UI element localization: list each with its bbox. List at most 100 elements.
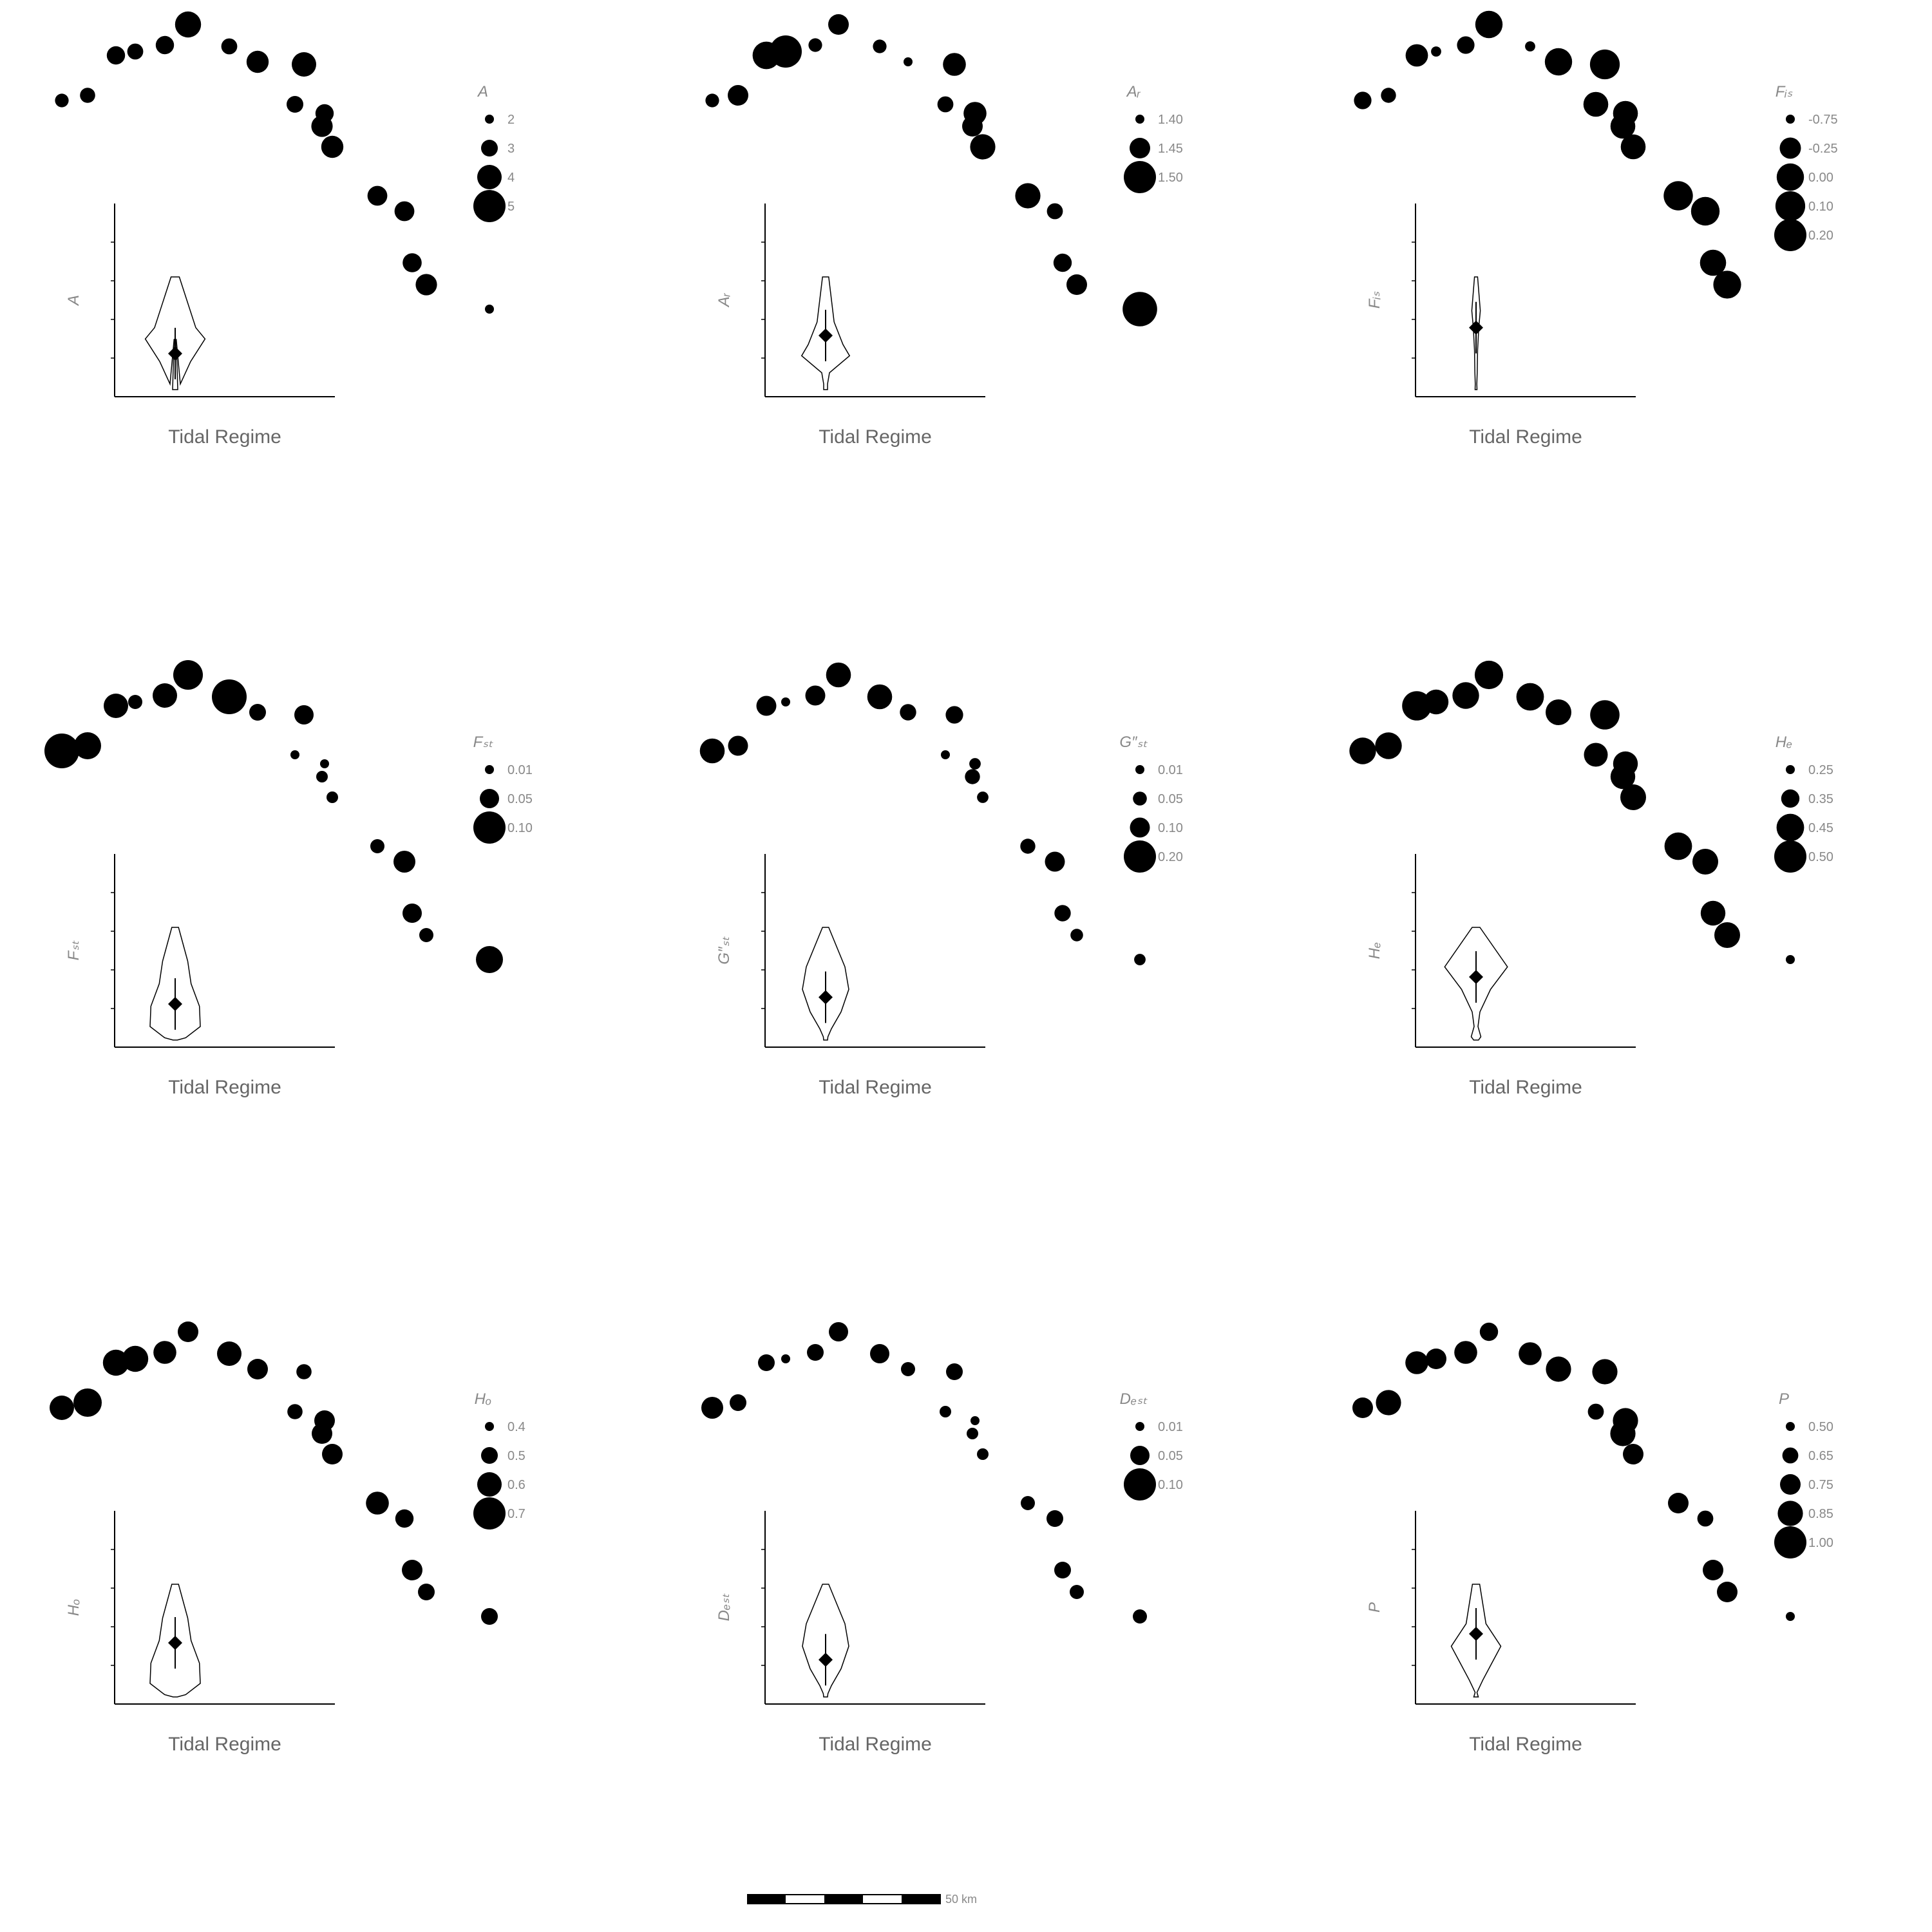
legend-symbol [1135, 115, 1144, 124]
legend-label: 1.50 [1158, 171, 1183, 185]
inset-x-label: Tidal Regime [819, 426, 932, 448]
site-point [1717, 1582, 1738, 1602]
site-point [770, 35, 802, 68]
legend-label: 0.75 [1808, 1478, 1833, 1492]
site-point [481, 1608, 498, 1625]
site-point [1610, 113, 1636, 139]
site-point [290, 750, 299, 759]
legend-title: Fₛₜ [473, 734, 494, 751]
inset-y-label: Aᵣ [715, 292, 733, 308]
site-point [1405, 44, 1428, 67]
site-point [1134, 954, 1146, 965]
legend-symbol [1130, 1446, 1150, 1465]
site-point [940, 1406, 951, 1417]
site-point [1546, 1356, 1571, 1382]
legend-label: 0.85 [1808, 1507, 1833, 1521]
site-point [320, 759, 329, 768]
site-point [1690, 196, 1720, 226]
site-point [217, 1341, 242, 1366]
legend-symbol [477, 165, 502, 189]
site-point [873, 39, 887, 53]
legend-label: 4 [507, 171, 515, 185]
site-point [1620, 784, 1646, 810]
inset-violin [1450, 1584, 1502, 1698]
legend-symbol [1781, 789, 1800, 808]
site-point [296, 1364, 312, 1379]
legend-symbol [1135, 765, 1144, 774]
inset-median-marker [168, 997, 182, 1011]
site-point [294, 705, 314, 724]
site-point [1349, 737, 1376, 764]
site-point [370, 839, 384, 853]
site-point [292, 52, 316, 77]
site-point [175, 11, 202, 38]
legend-label: 0.35 [1808, 792, 1833, 806]
legend-title: Fᵢₛ [1776, 83, 1794, 100]
site-point [970, 134, 996, 160]
legend-symbol [1776, 813, 1804, 842]
site-point [971, 1416, 980, 1425]
legend-title: A [477, 83, 488, 100]
legend-title: G″ₛₜ [1119, 734, 1148, 751]
site-point [807, 1344, 824, 1361]
site-point [967, 1428, 978, 1439]
legend-symbol [1779, 137, 1801, 159]
legend-title: Hₑ [1776, 734, 1793, 751]
inset-violin [144, 276, 206, 390]
legend-label: 0.05 [507, 792, 533, 806]
scale-bar-seg-5 [902, 1895, 940, 1904]
site-point [1352, 1397, 1373, 1418]
site-point [1054, 1562, 1071, 1578]
site-point [367, 185, 388, 206]
site-point [1375, 732, 1402, 759]
site-point [122, 1345, 149, 1372]
legend-symbol [485, 1422, 494, 1431]
site-point [1454, 1341, 1477, 1364]
site-point [419, 928, 433, 942]
inset-violin [802, 1584, 849, 1698]
site-point [945, 706, 963, 724]
legend-label: 2 [507, 113, 515, 127]
site-point [394, 201, 415, 222]
site-point [80, 88, 95, 103]
site-point [962, 116, 983, 137]
site-point [805, 685, 826, 706]
site-point [393, 851, 415, 873]
site-point [828, 14, 849, 35]
site-point [756, 696, 777, 716]
legend-symbol [1124, 840, 1156, 873]
legend-label: 0.20 [1158, 850, 1183, 864]
site-point [758, 1354, 775, 1371]
inset-x-label: Tidal Regime [168, 426, 281, 448]
site-point [1423, 689, 1449, 715]
site-point [1589, 49, 1620, 80]
legend-label: -0.75 [1808, 113, 1838, 127]
legend-label: 1.00 [1808, 1536, 1833, 1550]
inset-median-marker [1469, 1627, 1483, 1641]
scale-bar: 50 km [747, 1893, 977, 1906]
legend-label: 0.65 [1808, 1449, 1833, 1463]
site-point [1610, 1421, 1636, 1446]
site-point [44, 734, 79, 768]
site-point [395, 1509, 414, 1528]
legend-label: 0.01 [1158, 763, 1183, 777]
site-point [943, 53, 966, 76]
site-point [312, 1423, 332, 1444]
inset-x-label: Tidal Regime [168, 1734, 281, 1755]
site-point [1519, 1342, 1542, 1365]
site-point [965, 769, 980, 784]
site-point [55, 93, 69, 108]
legend-symbol [1774, 840, 1806, 873]
site-point [402, 253, 422, 272]
panel-9: P 0.50 0.65 0.75 0.85 1.00 P Tidal Regime [1352, 1322, 1833, 1755]
inset-x-label: Tidal Regime [168, 1077, 281, 1098]
site-point [1584, 743, 1608, 767]
site-point [1475, 10, 1503, 39]
inset-violin [802, 927, 849, 1041]
legend-symbol [485, 765, 494, 774]
site-point [418, 1584, 435, 1600]
legend-label: 0.6 [507, 1478, 526, 1492]
site-point [1590, 700, 1620, 730]
site-point [1426, 1349, 1446, 1369]
inset-median-marker [819, 1653, 833, 1667]
